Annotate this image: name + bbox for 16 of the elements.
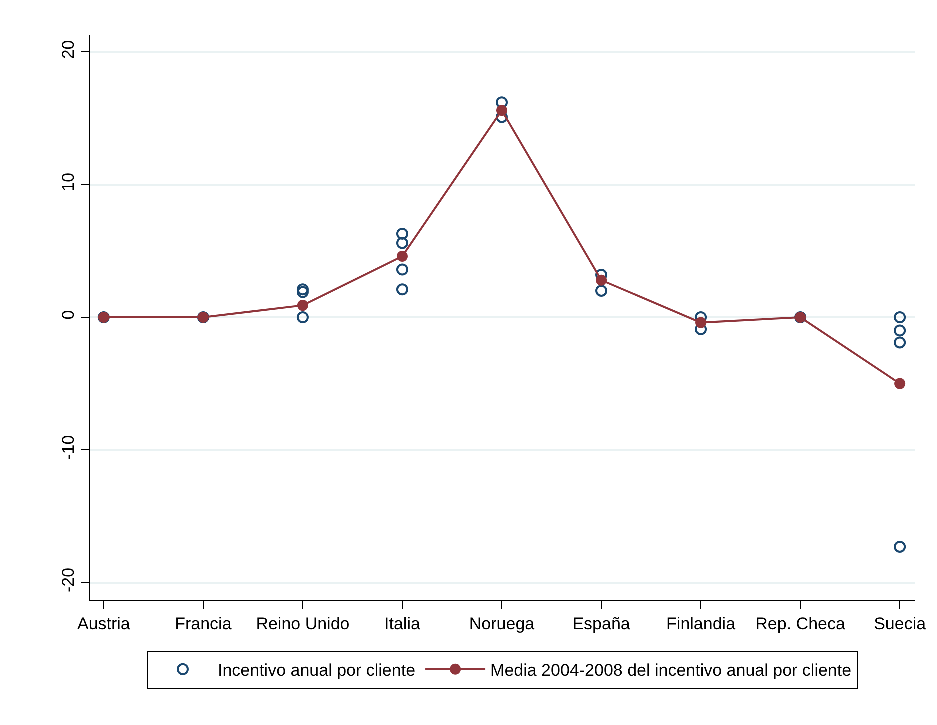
y-tick-label: -20 [59,568,78,592]
x-tick-label: Suecia [874,614,927,634]
x-tick-label: Italia [384,614,421,634]
y-tick-label: -10 [59,435,78,460]
legend-label: Media 2004-2008 del incentivo anual por cliente [490,661,852,680]
x-tick-label: Francia [175,614,232,634]
y-tick-label: 0 [59,310,78,320]
x-tick-label: Reino Unido [256,614,350,634]
x-tick-label: Noruega [469,614,536,634]
x-tick-label: Rep. Checa [756,614,846,634]
y-tick-label: 20 [59,40,78,60]
x-tick-label: Austria [77,614,131,634]
y-tick-label: 10 [59,172,78,192]
x-tick-label: Finlandia [666,614,736,634]
legend-label: Incentivo anual por cliente [218,661,416,680]
x-tick-label: España [572,614,631,634]
